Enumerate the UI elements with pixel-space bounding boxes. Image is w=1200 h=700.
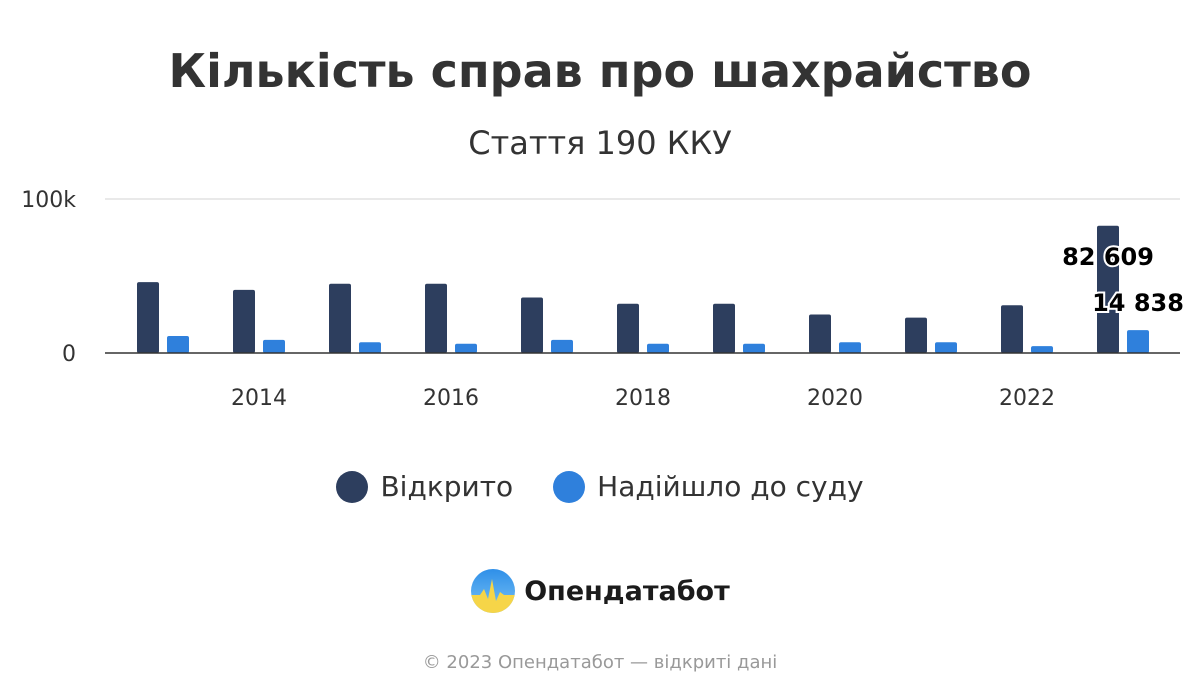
bar-opened-2014[interactable] bbox=[233, 289, 255, 353]
x-tick-label: 2022 bbox=[999, 386, 1055, 411]
bar-opened-2017[interactable] bbox=[521, 297, 543, 353]
bar-to-court-2023[interactable] bbox=[1127, 330, 1149, 353]
bar-to-court-2016[interactable] bbox=[455, 343, 477, 353]
legend-item-to-court[interactable]: Надійшло до суду bbox=[553, 470, 864, 503]
opendatabot-logo-icon bbox=[471, 569, 516, 613]
data-label: 14 838 bbox=[1092, 289, 1184, 317]
bar-to-court-2014[interactable] bbox=[263, 339, 285, 353]
logo-name: Опендатабот bbox=[524, 575, 730, 607]
bar-opened-2016[interactable] bbox=[425, 283, 447, 353]
bar-opened-2020[interactable] bbox=[809, 314, 831, 354]
bar-to-court-2013[interactable] bbox=[167, 336, 189, 353]
chart-title: Кількість справ про шахрайство bbox=[168, 44, 1032, 98]
axis-layer: 0 100k 2014 2016 2018 2020 2022 bbox=[21, 188, 1180, 411]
brand-logo[interactable]: Опендатабот bbox=[0, 568, 1200, 614]
bar-to-court-2022[interactable] bbox=[1031, 346, 1053, 353]
bar-opened-2015[interactable] bbox=[329, 283, 351, 353]
bar-to-court-2020[interactable] bbox=[839, 342, 861, 353]
bar-opened-2019[interactable] bbox=[713, 303, 735, 353]
x-tick-label: 2014 bbox=[231, 386, 287, 411]
x-tick-label: 2018 bbox=[615, 386, 671, 411]
footer-copyright: © 2023 Опендатабот — відкриті дані bbox=[422, 652, 778, 673]
legend-label-opened: Відкрито bbox=[380, 470, 514, 503]
data-labels-layer: 82 609 14 838 bbox=[1060, 241, 1186, 319]
bar-to-court-2021[interactable] bbox=[935, 342, 957, 353]
bar-opened-2022[interactable] bbox=[1001, 305, 1023, 353]
bar-opened-2013[interactable] bbox=[137, 282, 159, 353]
bar-opened-2018[interactable] bbox=[617, 303, 639, 353]
data-label: 82 609 bbox=[1062, 243, 1154, 271]
bar-to-court-2018[interactable] bbox=[647, 343, 669, 353]
x-tick-label: 2020 bbox=[807, 386, 863, 411]
legend-label-to-court: Надійшло до суду bbox=[597, 470, 864, 503]
x-tick-label: 2016 bbox=[423, 386, 479, 411]
bar-opened-2023[interactable] bbox=[1097, 225, 1119, 353]
bar-to-court-2015[interactable] bbox=[359, 342, 381, 353]
y-tick-label: 100k bbox=[21, 188, 76, 213]
chart-subtitle: Стаття 190 ККУ bbox=[468, 124, 732, 162]
legend-marker-opened bbox=[336, 470, 369, 503]
bar-chart: 0 100k 2014 2016 2018 2020 2022 82 609 14 838 bbox=[21, 188, 1186, 411]
y-tick-label: 0 bbox=[62, 342, 76, 367]
bars-layer bbox=[137, 225, 1149, 354]
legend-item-opened[interactable]: Відкрито bbox=[336, 470, 513, 503]
bar-to-court-2019[interactable] bbox=[743, 343, 765, 353]
bar-opened-2021[interactable] bbox=[905, 317, 927, 353]
legend-marker-to-court bbox=[553, 470, 586, 503]
legend: Відкрито Надійшло до суду bbox=[0, 470, 1200, 503]
bar-to-court-2017[interactable] bbox=[551, 339, 573, 353]
